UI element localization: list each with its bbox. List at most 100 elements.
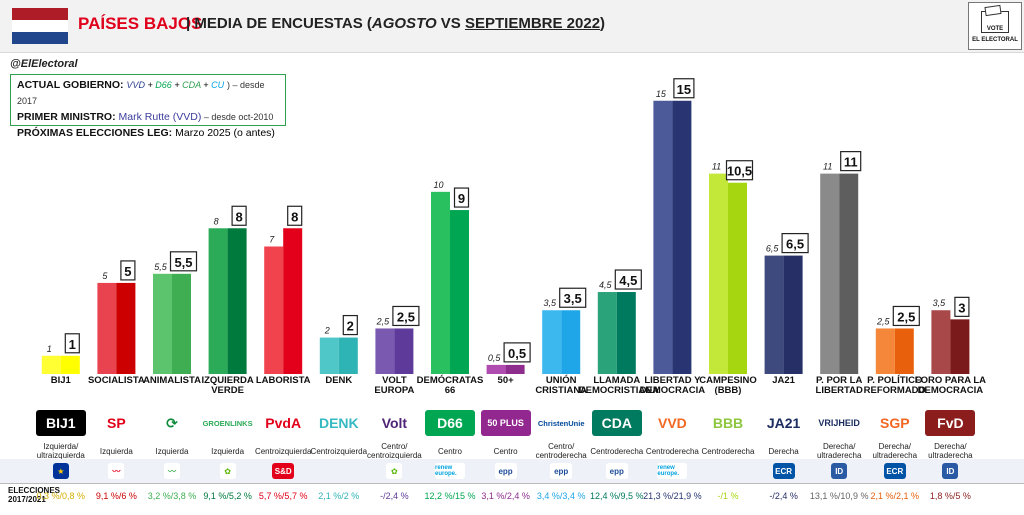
value-label-curr: 3 (958, 300, 965, 315)
bar-prev (41, 355, 61, 374)
party-logo: GROENLINKS (202, 405, 253, 441)
value-box-curr (287, 205, 303, 226)
value-label-prev: 2 (324, 326, 330, 336)
value-label-prev: 7 (269, 234, 275, 244)
eu-group-icon: ★ (52, 463, 69, 479)
eu-group-icon: renew europe. (435, 463, 465, 479)
election-result: 21,3 %/21,9 % (643, 491, 702, 501)
bar-prev (97, 282, 117, 374)
value-box-curr (231, 205, 247, 226)
value-label-curr: 8 (235, 209, 242, 224)
bar-prev (208, 228, 228, 374)
value-label-prev: 3,5 (543, 298, 557, 308)
party-ideology: Derecha/ultraderecha (816, 442, 862, 460)
party-ideology: Centroderecha (590, 447, 644, 456)
page-subtitle: | MEDIA DE ENCUESTAS (AGOSTO VS SEPTIEMB… (186, 15, 606, 32)
election-result: 9,1 %/6 % (95, 491, 137, 501)
party-ideology: Centroderecha (645, 447, 699, 456)
election-result: 12,4 %/9,5 % (590, 491, 644, 501)
value-label-curr: 0,5 (508, 346, 526, 361)
party-label: LIBERTAD Y DEMOCRACIA (639, 375, 706, 396)
party-label: VOLT EUROPA (374, 375, 415, 396)
eu-group-icon: epp (550, 463, 573, 479)
bar-curr (450, 210, 469, 374)
header-bar: PAÍSES BAJOS | MEDIA DE ENCUESTAS (AGOST… (0, 0, 1024, 53)
party-logo: Volt (369, 405, 420, 441)
value-label-curr: 3,5 (564, 291, 582, 306)
bar-prev (931, 310, 951, 374)
party-ideology: Centro/centroderecha (535, 442, 587, 460)
value-label-prev: 10 (433, 180, 443, 190)
party-ideology: Centroizquierda (254, 447, 312, 456)
bar-prev (486, 364, 506, 374)
value-label-prev: 3,5 (933, 298, 947, 308)
bar-curr (950, 319, 970, 374)
value-box-curr (169, 251, 198, 272)
value-label-prev: 8 (214, 216, 219, 226)
value-box-curr (614, 269, 642, 290)
election-result: 5,7 %/5,7 % (258, 491, 308, 501)
party-logo: SP (91, 405, 142, 441)
party-logo: BBB (703, 405, 753, 441)
bar-prev (431, 191, 450, 374)
value-box-curr (673, 78, 695, 99)
election-result: 3,2 %/3,8 % (147, 491, 197, 501)
election-result: 1,8 %/5 % (929, 491, 971, 501)
party-label: UNIÓN CRISTIANA (535, 375, 588, 396)
value-box-curr (559, 287, 587, 308)
bar-curr (894, 328, 914, 374)
value-label-prev: 5 (102, 271, 108, 281)
government-info-box: ACTUAL GOBIERNO: VVD + D66 + CDA + CU ) … (10, 74, 286, 139)
party-label: IZQUIERDA VERDE (201, 375, 254, 396)
party-ideology: Centro (437, 447, 462, 456)
value-label-prev: 5,5 (154, 262, 168, 272)
eu-group-icon: epp (605, 463, 628, 479)
eu-group-icon: 〰 (164, 463, 180, 479)
party-ideology: Derecha/ultraderecha (872, 442, 918, 460)
bar-prev (375, 328, 395, 374)
party-label: ANIMALISTA (143, 375, 201, 386)
party-label: BIJ1 (50, 375, 71, 386)
party-ideology: Izquierda (99, 447, 133, 456)
value-label-curr: 6,5 (786, 237, 804, 252)
party-logo: BIJ1 (35, 410, 86, 436)
value-label-prev: 6,5 (766, 244, 780, 254)
election-result: 9,1 %/5,2 % (203, 491, 252, 501)
value-box-curr (392, 305, 420, 327)
election-result: 2,1 %/2,1 % (870, 491, 920, 501)
party-label: LLAMADA DEMOCRISTIANA (578, 375, 660, 396)
bar-prev (542, 310, 562, 374)
party-label: FORO PARA LA DEMOCRACIA (914, 375, 987, 396)
election-result: -/1 % (717, 491, 739, 501)
party-ideology: Derecha (768, 447, 799, 456)
party-ideology: Centro (493, 447, 518, 456)
party-ideology: Izquierda (211, 447, 245, 456)
bar-curr (60, 355, 80, 374)
bar-prev (153, 273, 172, 374)
bar-curr (338, 337, 358, 374)
party-logo: ChristenUnie (536, 405, 587, 441)
bar-prev (264, 246, 284, 374)
eu-group-icon: S&D (272, 463, 295, 479)
value-label-curr: 11 (844, 155, 858, 170)
party-logo: VVD (647, 405, 698, 441)
page-title: PAÍSES BAJOS (78, 14, 203, 33)
party-logo: VRIJHEID (814, 405, 865, 441)
value-label-curr: 1 (69, 337, 76, 352)
divider (0, 483, 1024, 484)
party-label: SOCIALISTA (87, 375, 145, 386)
eu-group-icon: epp (494, 463, 517, 479)
party-ideology: Centroizquierda (310, 447, 368, 456)
bar-curr (172, 273, 191, 374)
value-label-curr: 5,5 (174, 255, 192, 270)
value-label-curr: 2,5 (897, 309, 915, 324)
bar-curr (116, 282, 136, 374)
party-ideology: Izquierda/ultraizquierda (36, 442, 85, 460)
bar-prev (597, 292, 617, 374)
value-label-prev: 4,5 (599, 280, 613, 290)
bar-curr (616, 292, 636, 374)
party-logo: JA21 (758, 405, 809, 441)
election-result: 3,4 %/3,4 % (536, 491, 586, 501)
value-label-prev: 11 (823, 162, 832, 172)
bar-curr (283, 228, 303, 374)
